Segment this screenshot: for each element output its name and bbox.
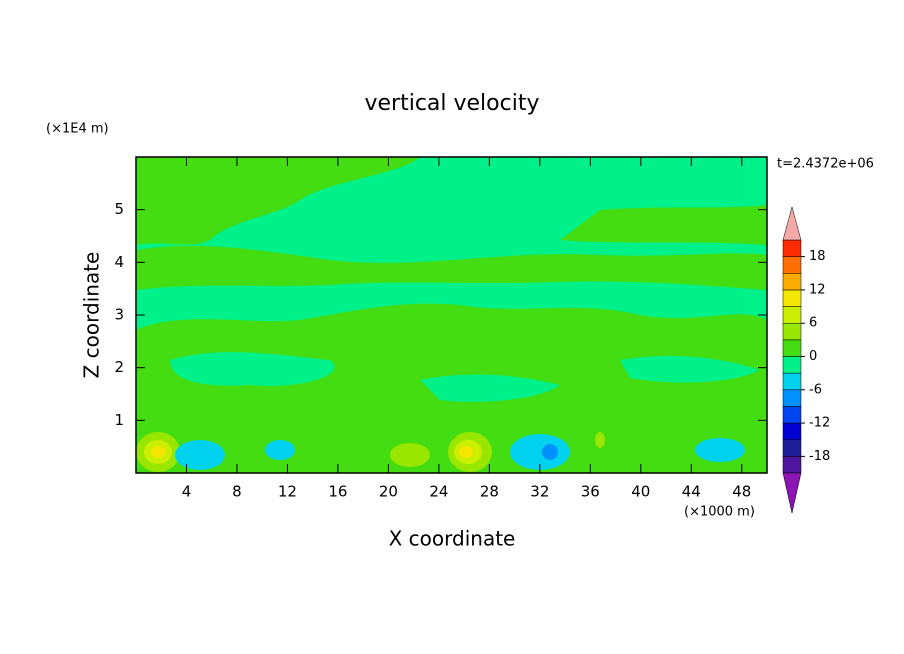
colorbar-box xyxy=(782,289,802,307)
x-tick-label: 24 xyxy=(429,483,448,501)
colorbar-box xyxy=(782,422,802,440)
y-tick-label: 3 xyxy=(114,306,124,324)
x-tick-label: 16 xyxy=(328,483,347,501)
colorbar-box xyxy=(782,372,802,391)
colorbar-tick-label: -12 xyxy=(809,416,830,431)
x-tick-label: 8 xyxy=(232,483,242,501)
colorbar-box xyxy=(782,273,802,291)
x-tick-label: 20 xyxy=(379,483,398,501)
colorbar-box xyxy=(782,356,802,374)
colorbar-box xyxy=(782,322,802,341)
colorbar-box xyxy=(782,406,802,424)
x-tick-label: 44 xyxy=(682,483,701,501)
x-tick-label: 4 xyxy=(182,483,192,501)
colorbar-box xyxy=(782,239,802,257)
y-tick-label: 2 xyxy=(114,358,124,376)
y-tick-label: 1 xyxy=(114,411,124,429)
x-tick-label: 36 xyxy=(581,483,600,501)
x-tick-label: 40 xyxy=(631,483,650,501)
colorbar-extend-high xyxy=(782,206,802,241)
time-label: t=2.4372e+06 xyxy=(777,157,874,172)
colorbar-box xyxy=(782,456,802,474)
x-tick-label: 12 xyxy=(278,483,297,501)
colorbar-tick-label: 6 xyxy=(809,316,817,331)
x-tick-label: 32 xyxy=(530,483,549,501)
contour-field xyxy=(136,157,767,473)
colorbar-box xyxy=(782,339,802,357)
colorbar-box xyxy=(782,256,802,274)
colorbar-box xyxy=(782,439,802,457)
x-tick-label: 28 xyxy=(480,483,499,501)
x-unit: (×1000 m) xyxy=(684,505,755,520)
colorbar-box xyxy=(782,306,802,324)
colorbar-tick-label: -6 xyxy=(809,382,822,397)
y-unit: (×1E4 m) xyxy=(46,122,109,137)
chart-title: vertical velocity xyxy=(364,91,539,116)
colorbar-tick-label: 12 xyxy=(809,282,826,297)
y-tick-label: 4 xyxy=(114,253,124,271)
colorbar-box xyxy=(782,389,802,407)
colorbar-extend-low xyxy=(782,472,802,514)
colorbar-tick-label: 18 xyxy=(809,249,826,264)
y-tick-label: 5 xyxy=(114,200,124,218)
colorbar-tick-label: -18 xyxy=(809,449,830,464)
colorbar-tick-label: 0 xyxy=(809,349,817,364)
x-tick-label: 48 xyxy=(732,483,751,501)
x-axis-label: X coordinate xyxy=(389,527,516,551)
y-axis-label: Z coordinate xyxy=(80,252,104,379)
